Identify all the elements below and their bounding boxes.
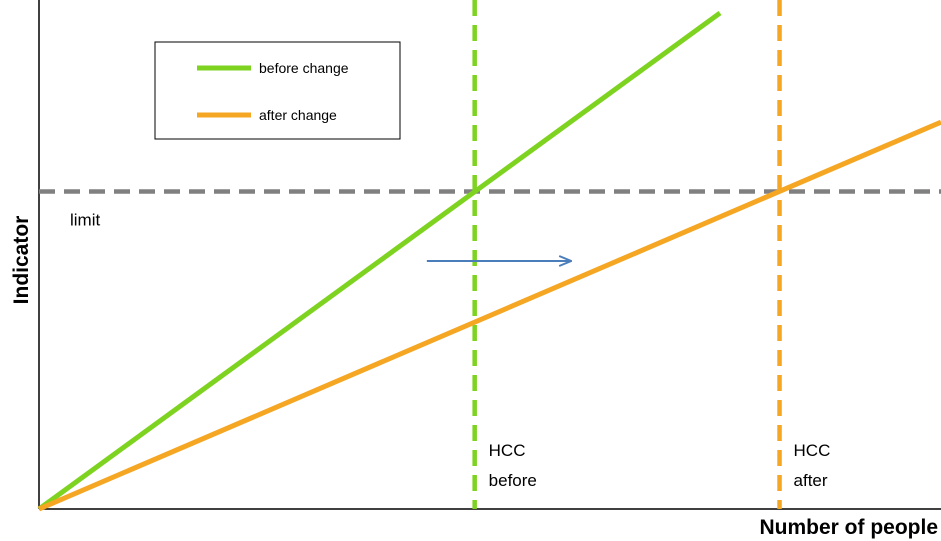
hcc-after-label-line1: HCC <box>794 441 831 460</box>
series-line-after-change <box>38 119 941 512</box>
series-line-before-change <box>37 10 722 512</box>
legend-label-after-change: after change <box>259 107 337 123</box>
hcc-before-label-line1: HCC <box>489 441 526 460</box>
hcc-after-label-line2: after <box>794 471 828 490</box>
legend-box <box>154 41 401 140</box>
x-axis-label: Number of people <box>759 516 938 539</box>
hcc-before-label-line2: before <box>489 471 537 490</box>
y-axis-label: Indicator <box>10 216 33 305</box>
legend-label-before-change: before change <box>259 60 349 76</box>
legend: before change after change <box>154 41 401 140</box>
limit-label: limit <box>70 211 100 230</box>
